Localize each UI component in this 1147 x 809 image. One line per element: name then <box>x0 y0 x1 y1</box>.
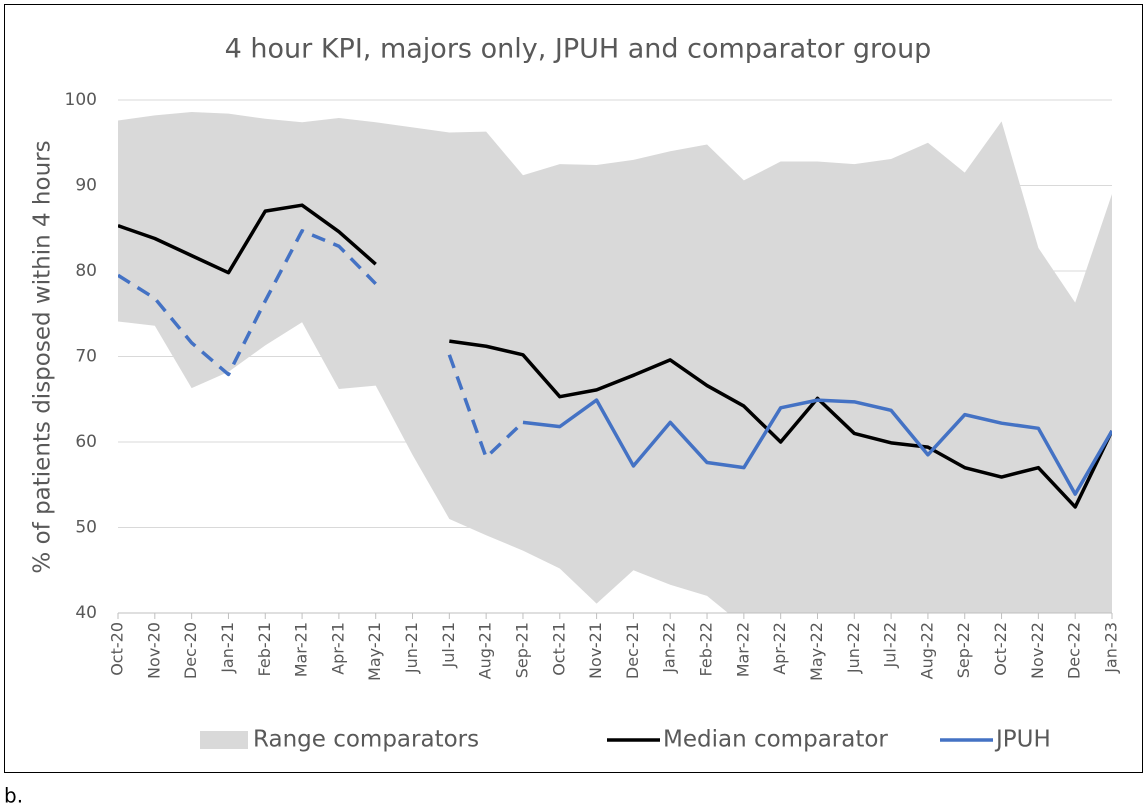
x-tick-label: Mar-21 <box>292 622 311 677</box>
x-tick-label: May-21 <box>365 622 384 681</box>
x-tick-label: Apr-22 <box>770 622 789 675</box>
legend-label: Range comparators <box>253 727 479 753</box>
x-tick-label: Jun-22 <box>844 622 863 674</box>
x-tick-label: Dec-21 <box>623 622 642 679</box>
series-layer <box>118 111 1112 613</box>
x-tick-label: Jul-21 <box>439 622 458 668</box>
legend-swatch <box>200 731 248 749</box>
x-tick-label: Jun-21 <box>402 622 421 674</box>
y-tick-label: 100 <box>65 90 97 110</box>
x-tick-label: Jul-22 <box>881 622 900 668</box>
range-area <box>118 111 1112 613</box>
y-tick-label: 50 <box>75 518 97 538</box>
y-tick-label: 40 <box>75 603 97 623</box>
x-tick-label: Dec-20 <box>181 622 200 679</box>
x-tick-label: Oct-21 <box>549 622 568 676</box>
y-axis-title: % of patients disposed within 4 hours <box>30 140 56 573</box>
x-tick-label: Nov-20 <box>144 622 163 679</box>
y-tick-label: 70 <box>75 347 97 367</box>
x-tick-label: Mar-22 <box>733 622 752 677</box>
x-tick-label: Sep-21 <box>512 622 531 678</box>
line <box>118 203 377 275</box>
chart-title: 4 hour KPI, majors only, JPUH and compar… <box>225 34 932 65</box>
legend-label: Median comparator <box>663 727 888 753</box>
x-tick-label: Nov-21 <box>586 622 605 679</box>
line <box>522 398 1112 496</box>
plot-area: 40 50 60 70 80 90 100 Oct-20 Nov-20 Dec-20 Jan-21 F… <box>65 90 1121 681</box>
x-tick-label: Nov-22 <box>1028 622 1047 679</box>
figure-label: b. <box>4 784 23 808</box>
x-tick-label: Feb-22 <box>697 622 716 676</box>
line <box>449 339 1112 509</box>
line-dashed <box>447 354 525 460</box>
x-tick-label: Oct-20 <box>108 622 127 676</box>
x-tick-label: May-22 <box>807 622 826 681</box>
x-tick-label: Apr-21 <box>328 622 347 675</box>
x-tick-label: Feb-21 <box>255 622 274 676</box>
x-tick-label: Oct-22 <box>991 622 1010 676</box>
line-dashed <box>118 229 377 377</box>
x-tick-label: Jan-23 <box>1102 622 1121 674</box>
y-tick-label: 90 <box>75 176 97 196</box>
legend: Range comparators Median comparator JPUH <box>200 727 1051 753</box>
x-tick-label: Jan-22 <box>660 622 679 674</box>
x-tick-label: Aug-21 <box>476 622 495 679</box>
x-tick-label: Jan-21 <box>218 622 237 674</box>
x-tick-label: Sep-22 <box>954 622 973 678</box>
x-tick-label: Dec-22 <box>1065 622 1084 679</box>
y-tick-label: 60 <box>75 432 97 452</box>
y-tick-label: 80 <box>75 261 97 281</box>
legend-label: JPUH <box>994 727 1051 753</box>
x-tick-label: Aug-22 <box>917 622 936 679</box>
